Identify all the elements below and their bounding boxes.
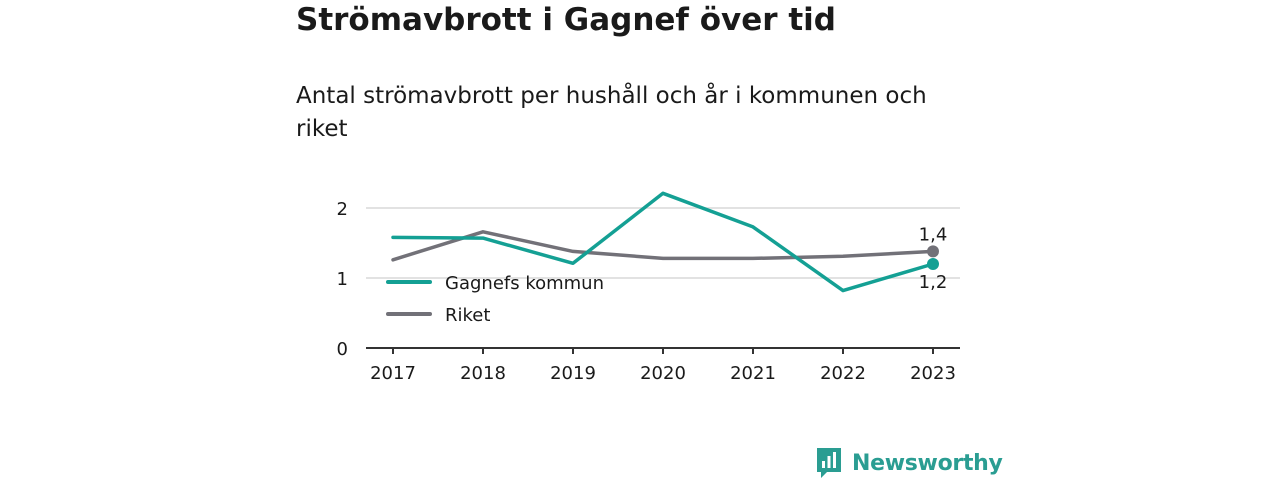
legend-label-1: Riket (445, 305, 490, 326)
x-tick-label: 2021 (730, 363, 776, 384)
series-line-0 (391, 191, 935, 293)
chart-subtitle: Antal strömavbrott per hushåll och år i … (296, 83, 927, 142)
newsworthy-logo-icon (817, 448, 841, 478)
x-tick-label: 2022 (820, 363, 866, 384)
x-tick-label: 2017 (370, 363, 416, 384)
y-tick-label: 2 (337, 199, 348, 220)
y-tick-label: 0 (337, 339, 348, 360)
x-tick-label: 2018 (460, 363, 506, 384)
y-tick-label: 1 (337, 269, 348, 290)
series-endpoint-0 (927, 258, 939, 270)
x-tick-label: 2023 (910, 363, 956, 384)
end-label-gagnef: 1,2 (919, 272, 948, 293)
x-tick-label: 2019 (550, 363, 596, 384)
end-label-riket: 1,4 (919, 224, 948, 245)
x-tick-label: 2020 (640, 363, 686, 384)
series-line-1 (391, 230, 935, 262)
legend-label-0: Gagnefs kommun (445, 273, 604, 294)
series-endpoint-1 (927, 245, 939, 258)
newsworthy-logo: Newsworthy (815, 446, 1003, 480)
brand-name: Newsworthy (852, 450, 1003, 476)
chart-title: Strömavbrott i Gagnef över tid (296, 2, 836, 38)
